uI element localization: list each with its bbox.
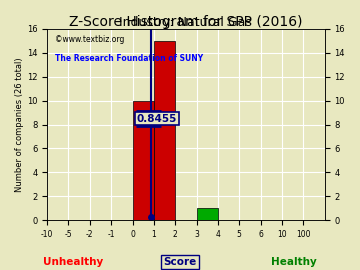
Text: Industry: Natural Gas: Industry: Natural Gas: [120, 16, 252, 29]
Bar: [154, 41, 175, 220]
Text: Score: Score: [163, 257, 197, 267]
Bar: [197, 208, 218, 220]
Text: Healthy: Healthy: [271, 257, 317, 267]
Title: Z-Score Histogram for SPP (2016): Z-Score Histogram for SPP (2016): [69, 15, 303, 29]
Text: ©www.textbiz.org: ©www.textbiz.org: [55, 35, 125, 44]
Bar: [132, 101, 154, 220]
Y-axis label: Number of companies (26 total): Number of companies (26 total): [15, 57, 24, 192]
Text: Unhealthy: Unhealthy: [43, 257, 103, 267]
Text: The Research Foundation of SUNY: The Research Foundation of SUNY: [55, 54, 203, 63]
Text: 0.8455: 0.8455: [137, 114, 177, 124]
